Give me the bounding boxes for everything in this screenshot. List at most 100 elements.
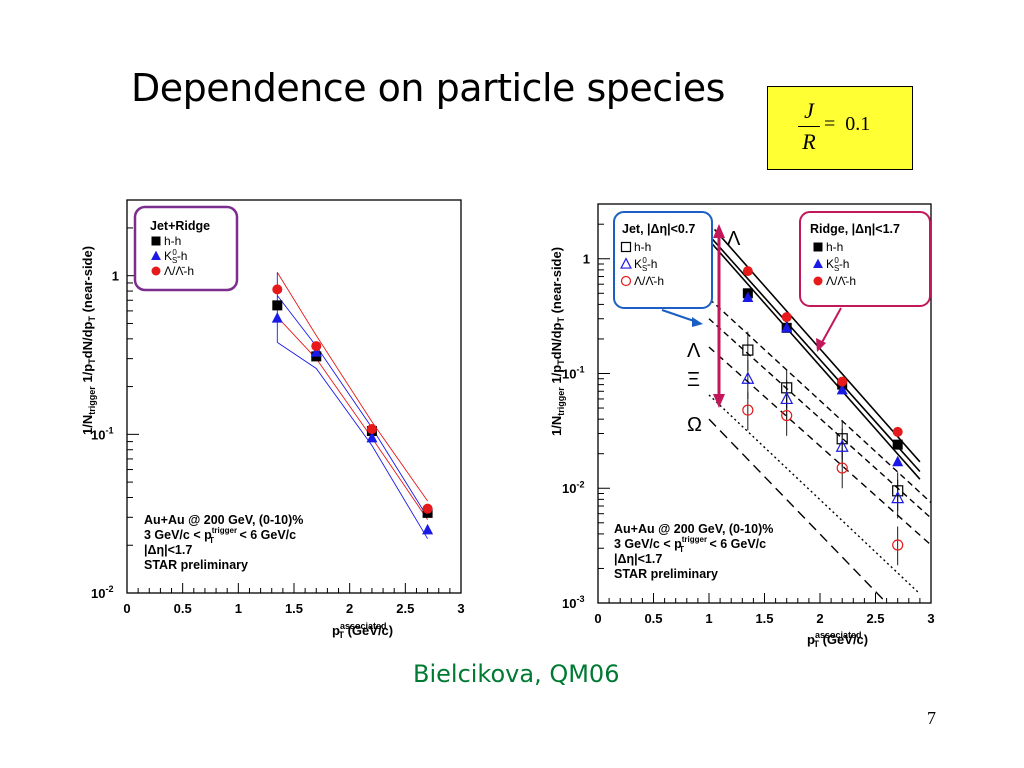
formula-numerator: J <box>804 98 814 123</box>
right-point-3-3 <box>892 485 904 497</box>
right-legend-jet-pointer-head <box>692 317 703 327</box>
right-legend-jet-entry-2-label: Λ/Λ̄-h <box>634 274 664 288</box>
left-point-1-3 <box>422 523 434 535</box>
left-legend-entry-1-label: KS0-h <box>164 248 187 265</box>
right-legend-jet-frame <box>613 211 713 309</box>
right-x-tick-label: 1 <box>705 611 712 626</box>
right-legend-ridge-pointer-head <box>816 338 826 352</box>
right-point-3-0 <box>742 344 754 356</box>
left-point-0-0 <box>272 300 283 311</box>
right-legend-ridge-title: Ridge, |Δη|<1.7 <box>810 222 900 236</box>
right-legend-ridge-pointer <box>819 307 842 347</box>
left-point-1-1 <box>310 346 322 357</box>
right-greek-label-0: Λ <box>727 228 741 250</box>
right-y-tick-label: 1 <box>583 252 590 267</box>
left-y-tick-label: 10-2 <box>91 584 114 601</box>
formula-denominator: R <box>802 129 816 154</box>
chart-jet-ridge-svg: 0 0.5 1 1.5 2 2.5 3 1 10-1 10-2 1/Ntrigger 1/pTdN/… <box>80 199 465 640</box>
left-y-axis-label: 1/Ntrigger 1/pTdN/dpT (near-side) <box>80 246 97 435</box>
right-point-0-3 <box>892 439 903 450</box>
right-x-axis-label: passociated T (GeV/c) <box>807 630 868 649</box>
left-y-tick-label: 10-1 <box>91 425 114 442</box>
right-point-2-3 <box>892 426 903 437</box>
right-legend-ridge-entry-1-label: KS0-h <box>826 256 849 273</box>
right-legend-jet-entry-2-marker <box>620 275 632 287</box>
chart-jet-ridge: 0 0.5 1 1.5 2 2.5 3 1 10-1 10-2 1/Ntrigger 1/pTdN/… <box>70 180 470 658</box>
left-point-2-0 <box>272 284 283 295</box>
right-annotation-1: 3 GeV/c < ptrigger T < 6 GeV/c <box>614 535 766 554</box>
formula-fraction-line <box>798 126 820 127</box>
right-species-arrow-head-top <box>713 224 725 238</box>
left-annotation-2: |Δη|<1.7 <box>144 543 192 557</box>
right-point-2-0 <box>742 266 753 277</box>
right-point-1-1 <box>781 321 793 333</box>
left-legend-frame <box>133 205 239 292</box>
right-legend-jet-entry-1-marker <box>620 257 632 269</box>
chart-jet-vs-ridge: 0 0.5 1 1.5 2 2.5 3 1 10-1 10-2 10-3 1/Ntrigger 1/p… <box>537 186 937 660</box>
citation: Bielcikova, QM06 <box>413 660 620 688</box>
right-point-4-2 <box>835 439 849 452</box>
left-band-line-2 <box>276 295 428 518</box>
right-point-1-2 <box>836 383 848 395</box>
right-x-tick-label: 2.5 <box>866 611 884 626</box>
right-jet-fit-0 <box>708 298 932 504</box>
left-x-tick-label: 2.5 <box>396 601 414 616</box>
right-species-arrow-head-bottom <box>713 394 725 408</box>
left-band-line-1 <box>276 316 428 520</box>
right-point-5-1 <box>781 409 793 422</box>
right-point-5-3 <box>892 539 904 551</box>
chart-jet-vs-ridge-svg: 0 0.5 1 1.5 2 2.5 3 1 10-1 10-2 10-3 1/Ntrigger 1/p… <box>549 203 935 649</box>
left-x-tick-label: 2 <box>346 601 353 616</box>
left-legend-entry-2-label: Λ/Λ̄-h <box>164 264 194 278</box>
right-x-tick-label: 0 <box>594 611 601 626</box>
right-y-tick-label: 10-3 <box>562 594 585 611</box>
right-ridge-fit-1 <box>708 239 921 480</box>
left-annotation-0: Au+Au @ 200 GeV, (0-10)% <box>144 513 303 527</box>
right-legend-jet-title: Jet, |Δη|<0.7 <box>622 222 695 236</box>
right-point-4-1 <box>780 391 794 405</box>
right-point-1-3 <box>892 455 904 467</box>
formula-value: 0.1 <box>845 113 871 135</box>
right-legend-ridge-entry-0-marker <box>813 242 823 252</box>
right-point-5-0 <box>742 404 754 416</box>
left-x-tick-label: 1.5 <box>285 601 303 616</box>
right-point-4-0 <box>741 371 755 384</box>
right-jet-fit-3 <box>708 394 921 595</box>
right-x-tick-label: 0.5 <box>644 611 662 626</box>
right-greek-label-2: Ξ <box>687 369 700 391</box>
formula-box: J R = 0.1 <box>767 86 913 170</box>
right-legend-ridge-entry-2-label: Λ/Λ̄-h <box>826 274 856 288</box>
right-legend-jet-entry-0-marker <box>620 241 632 253</box>
left-annotation-1: 3 GeV/c < ptrigger T < 6 GeV/c <box>144 526 296 545</box>
right-legend-ridge-entry-1-marker <box>813 258 823 269</box>
right-annotation-3: STAR preliminary <box>614 567 718 581</box>
right-legend-jet-entry-1-label: KS0-h <box>634 256 657 273</box>
formula-fraction: J R <box>796 97 822 156</box>
right-point-2-2 <box>837 376 848 387</box>
right-y-axis-label: 1/Ntrigger 1/pTdN/dpT (near-side) <box>549 247 566 436</box>
right-point-2-1 <box>781 312 792 323</box>
left-point-1-0 <box>271 312 283 323</box>
right-point-5-2 <box>836 462 848 474</box>
right-jet-fit-4 <box>708 418 888 604</box>
left-annotation-3: STAR preliminary <box>144 558 248 572</box>
right-jet-fit-2 <box>708 346 932 546</box>
left-point-1-2 <box>366 431 378 443</box>
right-y-tick-label: 10-1 <box>562 365 585 382</box>
formula-equation: = 0.1 <box>824 113 870 136</box>
right-annotation-0: Au+Au @ 200 GeV, (0-10)% <box>614 522 773 536</box>
right-ridge-fit-0 <box>708 234 921 473</box>
left-legend-entry-1-marker <box>151 250 161 261</box>
right-legend-jet-pointer <box>661 309 698 323</box>
left-legend-title: Jet+Ridge <box>150 219 210 233</box>
right-point-3-2 <box>836 433 848 445</box>
right-point-4-3 <box>891 490 905 504</box>
left-legend-entry-0-marker <box>151 236 161 246</box>
left-point-2-2 <box>366 424 377 435</box>
left-band-line-3 <box>277 341 428 539</box>
slide-title: Dependence on particle species <box>131 66 725 110</box>
left-y-tick-label: 1 <box>112 269 119 284</box>
right-x-tick-label: 1.5 <box>755 611 773 626</box>
right-legend-jet-entry-0-label: h-h <box>634 240 651 254</box>
right-annotation-2: |Δη|<1.7 <box>614 552 662 566</box>
